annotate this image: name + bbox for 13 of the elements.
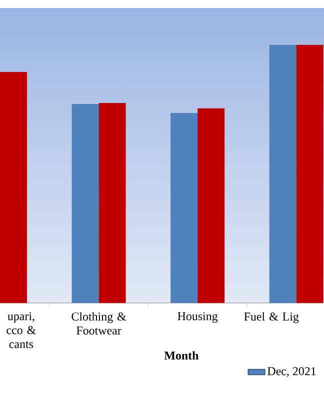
- bar: [170, 113, 198, 303]
- bar: [72, 104, 99, 303]
- bar: [198, 108, 225, 303]
- bar: [269, 44, 296, 303]
- x-tick-label: upari, cco & cants: [6, 312, 36, 348]
- bar: [98, 102, 126, 303]
- x-tick-label: Housing: [178, 312, 218, 323]
- legend-label: Dec, 2021: [268, 367, 316, 377]
- bar: [296, 44, 324, 303]
- x-tick-label: Clothing & Footwear: [72, 312, 126, 335]
- x-tick-label: Fuel & Lig: [244, 312, 299, 324]
- x-axis-title: Month: [164, 351, 199, 360]
- bar: [0, 72, 27, 303]
